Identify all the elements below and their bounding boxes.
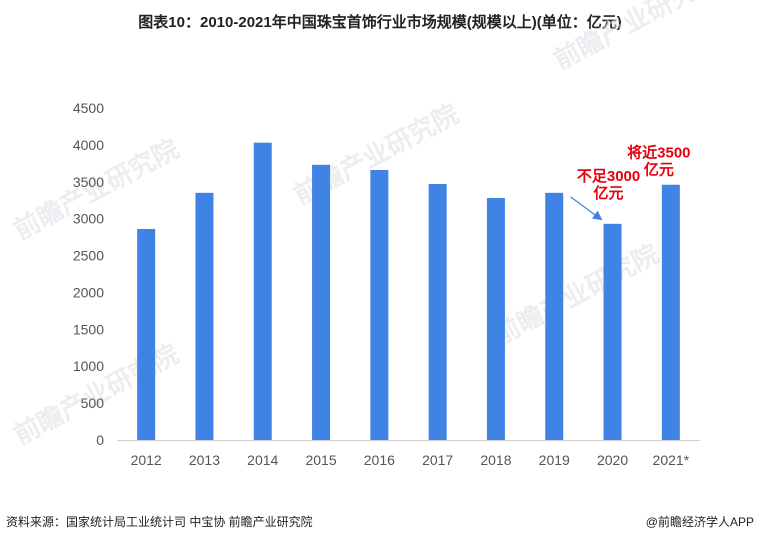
x-tick-label: 2020 <box>597 452 628 468</box>
x-tick-label: 2017 <box>422 452 453 468</box>
x-tick-label: 2019 <box>539 452 570 468</box>
chart-title: 图表10：2010-2021年中国珠宝首饰行业市场规模(规模以上)(单位：亿元) <box>138 14 622 31</box>
annotation-arrow <box>570 196 603 221</box>
bar <box>370 169 389 440</box>
bar <box>603 223 622 440</box>
bar <box>545 192 564 440</box>
x-tick-label: 2015 <box>305 452 336 468</box>
x-tick-label: 2013 <box>189 452 220 468</box>
bar-series <box>137 142 680 441</box>
y-tick-label: 500 <box>81 395 105 411</box>
y-tick-label: 4500 <box>73 100 104 116</box>
bar <box>253 142 272 441</box>
watermark-text: 前瞻产业研究院 <box>549 0 724 75</box>
annotation-text: 亿元 <box>644 161 674 179</box>
x-tick-label: 2021* <box>653 452 690 468</box>
x-tick-label: 2014 <box>247 452 278 468</box>
bar <box>312 164 331 440</box>
x-tick-label: 2016 <box>364 452 395 468</box>
x-axis: 2012 2013 2014 2015 2016 2017 2018 2019 2020 2021… <box>117 440 700 468</box>
y-tick-label: 3000 <box>73 211 104 227</box>
source-note: 资料来源：国家统计局工业统计司 中宝协 前瞻产业研究院 <box>6 515 313 529</box>
y-axis: 0 500 1000 1500 2000 2500 3000 3500 4000 4500 <box>73 100 104 448</box>
y-tick-label: 1000 <box>73 358 104 374</box>
bar <box>428 183 447 441</box>
x-tick-label: 2012 <box>131 452 162 468</box>
brand-credit: @前瞻经济学人APP <box>645 515 754 529</box>
y-tick-label: 0 <box>96 432 104 448</box>
y-tick-label: 3500 <box>73 174 104 190</box>
y-tick-label: 2000 <box>73 284 104 300</box>
annotation-text: 不足3000 <box>577 168 640 185</box>
y-tick-label: 2500 <box>73 248 104 264</box>
annotation-text: 将近3500 <box>627 144 690 162</box>
bar <box>661 184 680 440</box>
y-tick-label: 4000 <box>73 137 104 153</box>
watermark-text: 前瞻产业研究院 <box>489 238 664 350</box>
x-tick-label: 2018 <box>480 452 511 468</box>
bar <box>486 198 505 440</box>
bar <box>137 228 156 440</box>
y-tick-label: 1500 <box>73 321 104 337</box>
bar <box>195 192 214 440</box>
annotation-text: 亿元 <box>594 184 624 202</box>
